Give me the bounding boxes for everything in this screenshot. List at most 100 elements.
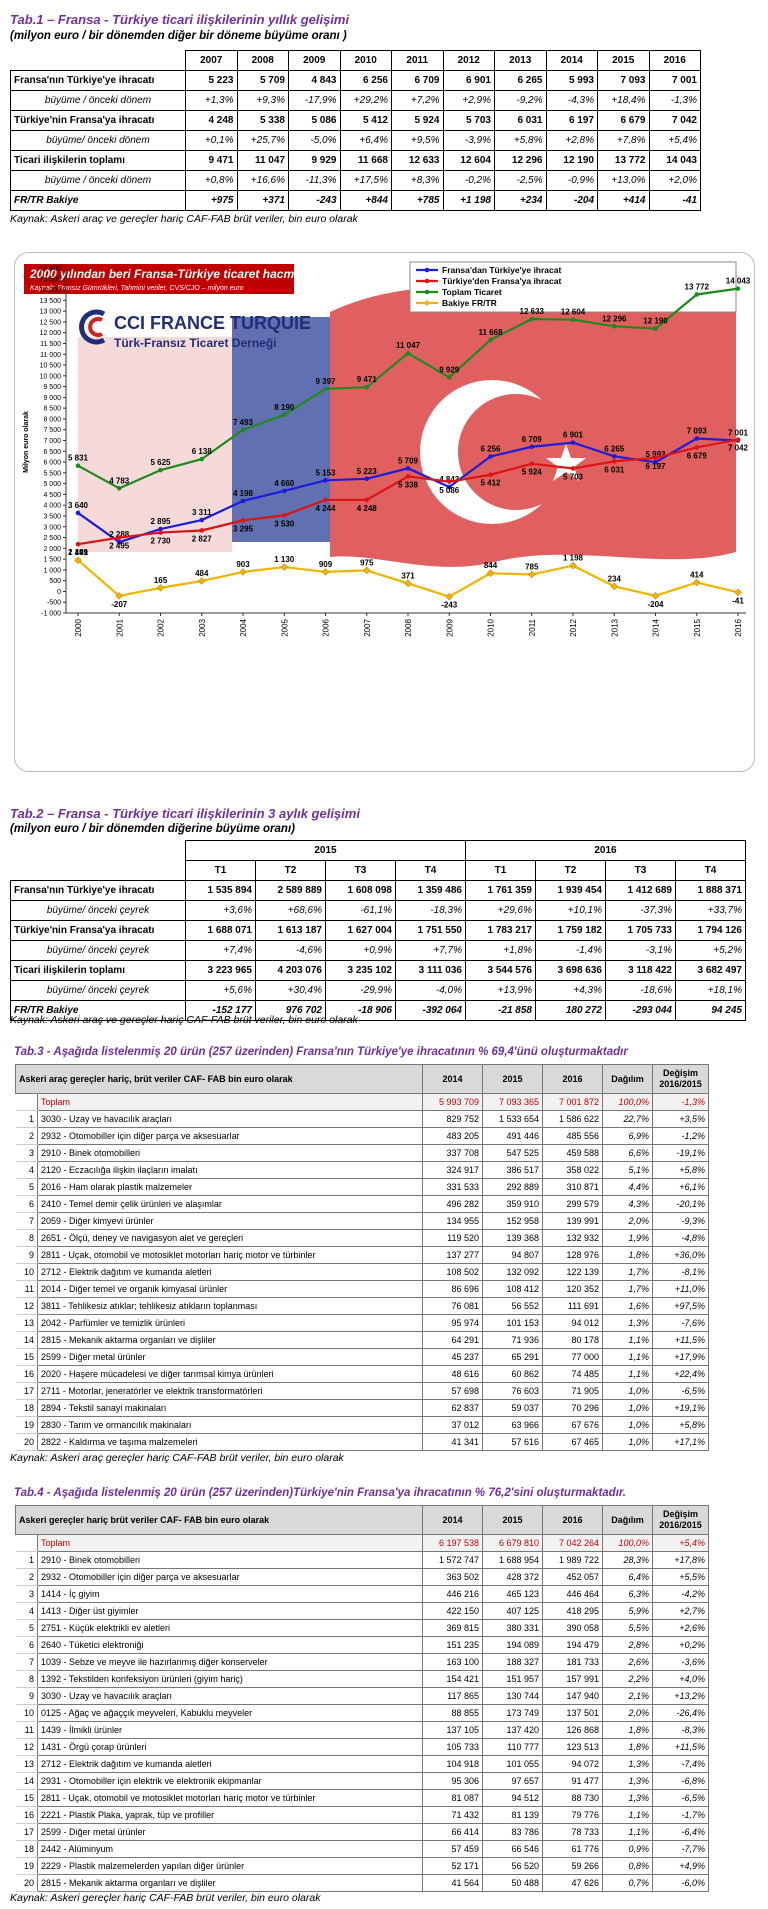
row-number: 10: [15, 1263, 38, 1281]
year-header: 2015: [185, 840, 466, 861]
cell: 324 917: [422, 1161, 484, 1179]
y-tick-label: 6 000: [43, 460, 61, 467]
column-header: 2012: [442, 50, 495, 71]
row-label: Toplam: [36, 1093, 424, 1111]
tab3-table: Askeri araç gereçler hariç, brüt veriler…: [14, 1064, 710, 1451]
point: [488, 454, 493, 459]
cell: +29,2%: [339, 90, 392, 111]
cell: -11,3%: [288, 170, 341, 191]
corner-cell: [11, 841, 186, 861]
data-label: 2 288: [109, 530, 130, 539]
y-axis-label: Milyon euro olarak: [23, 411, 30, 473]
row-number: 12: [15, 1738, 38, 1756]
data-label: 2 827: [192, 534, 213, 543]
row-number: 1: [15, 1110, 38, 1128]
cell: 67 676: [542, 1416, 604, 1434]
data-label: 484: [195, 569, 209, 578]
column-header: Askeri gereçler hariç brüt veriler CAF- …: [15, 1505, 423, 1535]
point: [694, 292, 700, 297]
cell: 100,0%: [602, 1534, 653, 1552]
cell: 105 733: [422, 1738, 483, 1756]
point: [158, 530, 163, 535]
data-label: -243: [441, 601, 458, 610]
cell: +9,3%: [236, 90, 289, 111]
product-name: 2599 - Diğer metal ürünler: [37, 1823, 423, 1841]
cell: 108 502: [422, 1263, 484, 1281]
cell: 1 572 747: [422, 1551, 483, 1569]
tab4-source: Kaynak: Askeri gereçler hariç CAF-FAB br…: [10, 1892, 321, 1904]
flag-background: [78, 337, 232, 552]
row-number: 3: [15, 1144, 38, 1162]
table-row: 15 2811 - Uçak, otomobil ve motosiklet mo…: [15, 1789, 709, 1807]
cell: 3 544 576: [465, 960, 536, 981]
total-row: Toplam 6 197 538 6 679 810 7 042 264 100,0% +…: [15, 1534, 709, 1552]
logo-icon: [79, 309, 106, 345]
header-row: 2015 2016: [11, 840, 746, 861]
tab1-table: 2007 2008 2009 2010 2011 2012 2013 2014 2015 2016…: [10, 50, 701, 211]
cell: 0,8%: [602, 1857, 653, 1875]
x-tick-label: 2012: [569, 618, 578, 636]
table-row: 8 2651 - Ölçü, deney ve navigasyon alet v…: [15, 1229, 710, 1247]
data-label: 234: [608, 574, 622, 583]
cell: 446 216: [422, 1585, 483, 1603]
cell: -204: [545, 190, 598, 211]
cell: +1,3%: [185, 90, 238, 111]
cell: -7,6%: [652, 1314, 710, 1332]
cell: 1,1%: [602, 1823, 653, 1841]
table-row: 7 1039 - Sebze ve meyve ile hazırlanmış d…: [15, 1653, 709, 1671]
cell: 1,0%: [602, 1399, 654, 1417]
cell: 7 093 365: [482, 1093, 544, 1111]
cell: 6,4%: [602, 1568, 653, 1586]
point: [199, 528, 205, 533]
product-name: 2811 - Uçak, otomobil ve motosiklet moto…: [37, 1789, 423, 1807]
row-number: 7: [15, 1212, 38, 1230]
cell: +785: [391, 190, 444, 211]
x-tick-label: 2006: [322, 618, 331, 636]
point: [199, 517, 205, 523]
product-name: 2442 - Alüminyum: [37, 1840, 423, 1858]
data-label: 5 412: [480, 479, 501, 488]
cell: 2,8%: [602, 1636, 653, 1654]
cell: -1,7%: [652, 1806, 709, 1824]
cell: -1,3%: [648, 90, 701, 111]
table-row: 19 2229 - Plastik malzemelerden yapılan d…: [15, 1857, 709, 1875]
point: [280, 563, 289, 571]
cell: 81 087: [422, 1789, 483, 1807]
point: [488, 337, 493, 343]
data-label: 7 042: [728, 444, 749, 453]
cell: +3,6%: [185, 900, 256, 921]
row-label: Fransa'nın Türkiye'ye ihracatı: [10, 880, 186, 901]
row-number: 4: [15, 1161, 38, 1179]
cell: 358 022: [542, 1161, 604, 1179]
cell: 57 698: [422, 1382, 484, 1400]
table-row: 16 2020 - Haşere mücadelesi ve diğer tarı…: [15, 1365, 710, 1383]
cell: -4,0%: [395, 980, 466, 1001]
cell: 1 627 004: [325, 920, 396, 941]
cell: 1,3%: [602, 1789, 653, 1807]
cell: 163 100: [422, 1653, 483, 1671]
x-tick-label: 2000: [74, 618, 83, 636]
data-label: 5 709: [398, 456, 419, 465]
cell: 4 843: [288, 70, 341, 91]
cell: 101 153: [482, 1314, 544, 1332]
table-row: büyüme/ önceki dönem +0,1% +25,7% -5,0% +6,4…: [10, 130, 701, 151]
cell: 7 042 264: [542, 1534, 603, 1552]
legend-label: Toplam Ticaret: [442, 287, 502, 297]
y-tick-label: 12 500: [40, 319, 62, 326]
cell: 194 089: [482, 1636, 543, 1654]
cell: 66 546: [482, 1840, 543, 1858]
column-header: 2014: [422, 1064, 484, 1094]
table-row: Ticari ilişkilerin toplamı 9 471 11 047 9 9…: [10, 150, 701, 171]
cell: 1 688 071: [185, 920, 256, 941]
cell: -392 064: [395, 1000, 466, 1021]
cell: +0,8%: [185, 170, 238, 191]
row-number: 9: [15, 1687, 38, 1705]
y-tick-label: 5 000: [43, 481, 61, 488]
cell: 390 058: [542, 1619, 603, 1637]
cell: +97,5%: [652, 1297, 710, 1315]
cell: 7 042: [648, 110, 701, 131]
table-row: 11 2014 - Diğer temel ve organik kimyasal…: [15, 1280, 710, 1298]
x-tick-label: 2002: [157, 618, 166, 636]
cell: 65 291: [482, 1348, 544, 1366]
row-number: [15, 1534, 38, 1552]
